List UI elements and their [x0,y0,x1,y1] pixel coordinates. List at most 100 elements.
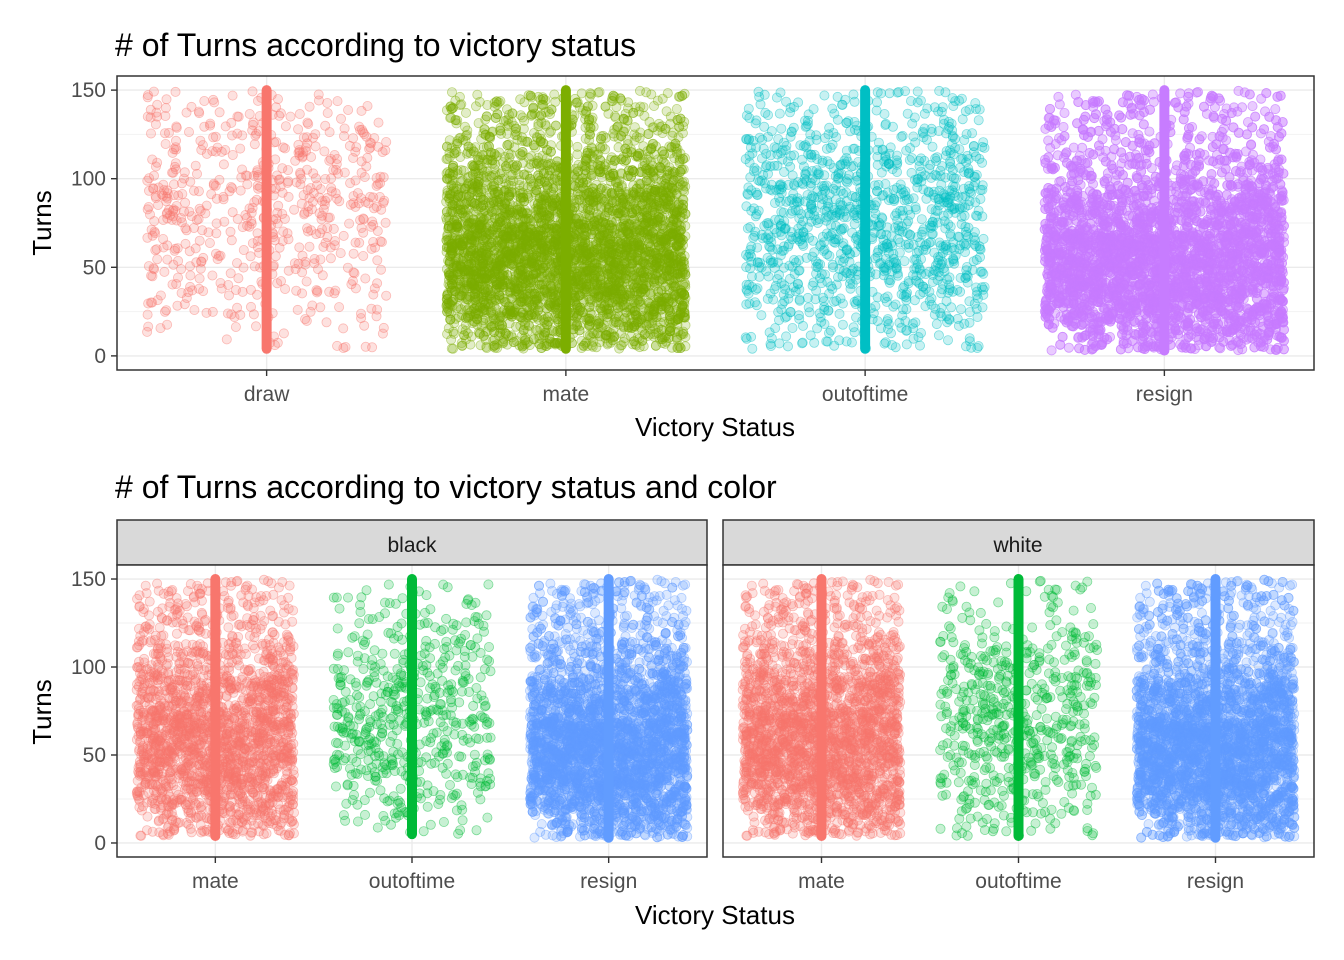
point [158,233,169,244]
point [190,160,201,171]
point [618,197,629,208]
point [221,334,232,345]
point [489,326,500,337]
point [199,121,210,132]
point [210,131,221,142]
point [643,128,654,139]
point [595,303,606,314]
point [340,341,351,352]
point [344,140,355,151]
point [300,259,311,270]
point [515,110,526,121]
point [313,95,324,106]
point [342,262,353,273]
point [149,216,160,227]
point [235,143,246,154]
point [355,308,366,319]
point [376,236,387,247]
point [662,270,673,281]
point [196,256,207,267]
point [629,336,640,347]
point [191,257,202,268]
point [151,244,162,255]
point [360,341,371,352]
point [179,167,190,178]
point [298,190,309,201]
point [500,161,511,172]
point [675,245,686,256]
point [142,309,153,320]
point [675,113,686,124]
point [646,143,657,154]
point [356,105,367,116]
point [372,225,383,236]
point [145,104,156,115]
point [448,343,459,354]
point [674,294,685,305]
point [533,198,544,209]
point [185,281,196,292]
point [273,174,284,185]
point [235,185,246,196]
point [226,117,237,128]
point [143,261,154,272]
point [160,138,171,149]
point [350,237,361,248]
point [446,296,457,307]
point [172,300,183,311]
point [448,274,459,285]
point [218,159,229,170]
point [296,198,307,209]
point [277,163,288,174]
point [230,321,241,332]
point [207,270,218,281]
point [338,230,349,241]
point [607,335,618,346]
point [530,268,541,279]
point [507,108,518,119]
point [585,129,596,140]
point [330,285,341,296]
point [477,302,488,313]
point [677,90,688,101]
point [248,117,259,128]
point [326,173,337,184]
point [227,149,238,160]
point [447,162,458,173]
point [194,283,205,294]
point [223,279,234,290]
point [171,144,182,155]
point [495,125,506,136]
point [500,328,511,339]
point [242,220,253,231]
point [574,325,585,336]
point [294,150,305,161]
point [179,299,190,310]
point [273,200,284,211]
point [278,328,289,339]
point [441,141,452,152]
point [279,143,290,154]
point [242,179,253,190]
point [293,124,304,135]
point [613,186,624,197]
point [314,208,325,219]
point [211,193,222,204]
point [572,149,583,160]
point [211,218,222,229]
point [216,146,227,157]
point [301,315,312,326]
point [252,228,263,239]
point [152,254,163,265]
point [304,241,315,252]
point [642,210,653,221]
point [208,178,219,189]
point [184,261,195,272]
point [652,195,663,206]
point [460,107,471,118]
point [211,228,222,239]
point [334,196,345,207]
point [332,153,343,164]
point [298,132,309,143]
